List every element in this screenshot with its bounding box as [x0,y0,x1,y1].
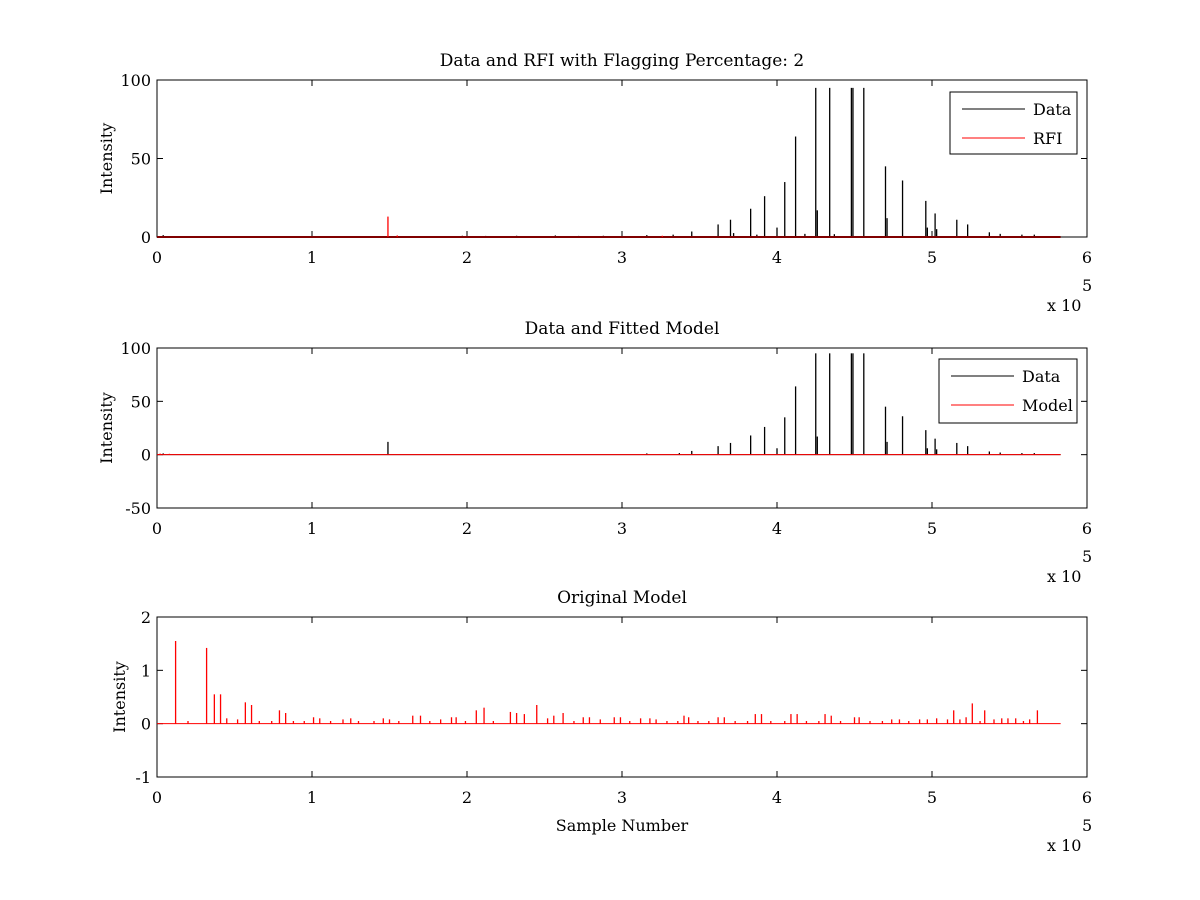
y-tick-label: 0 [141,446,151,465]
y-axis-label: Intensity [97,123,116,195]
x-multiplier-exponent: 5 [1082,547,1092,566]
legend-label: RFI [1033,129,1062,148]
x-multiplier: x 10 [1047,567,1081,586]
y-tick-label: 50 [131,392,151,411]
x-tick-label: 5 [927,248,937,267]
x-tick-label: 1 [307,248,317,267]
x-tick-label: 2 [462,248,472,267]
x-multiplier: x 10 [1047,836,1081,855]
x-tick-label: 1 [307,519,317,538]
x-tick-label: 4 [772,519,782,538]
series-model [157,453,1061,456]
x-tick-label: 6 [1082,519,1092,538]
legend-box [938,358,1078,424]
x-tick-label: 4 [772,248,782,267]
series-rfi [157,216,1061,238]
legend: Data RFI [949,91,1078,155]
series-model [157,641,1061,725]
chart-title: Data and RFI with Flagging Percentage: 2 [440,51,804,71]
x-multiplier-exponent: 5 [1082,816,1092,835]
chart-title: Data and Fitted Model [525,319,720,339]
y-tick-label: 100 [120,71,151,90]
legend-label: Data [1022,367,1061,386]
x-tick-label: 4 [772,788,782,807]
y-tick-label: -1 [135,768,151,787]
plot-frame [156,79,1088,238]
legend-box [949,91,1078,155]
chart-title: Original Model [557,588,687,608]
plot-frame [156,616,1088,778]
x-tick-label: 0 [152,788,162,807]
y-tick-label: 0 [141,228,151,247]
x-tick-label: 5 [927,788,937,807]
x-multiplier: x 10 [1047,296,1081,315]
x-tick-label: 2 [462,788,472,807]
y-tick-label: 50 [131,150,151,169]
x-tick-label: 6 [1082,248,1092,267]
x-tick-label: 5 [927,519,937,538]
x-tick-label: 0 [152,248,162,267]
y-tick-label: 2 [141,608,151,627]
y-tick-label: 0 [141,715,151,734]
y-tick-label: -50 [125,499,151,518]
y-axis-label: Intensity [110,661,129,733]
y-tick-label: 1 [141,661,151,680]
x-tick-label: 0 [152,519,162,538]
legend-label: Data [1033,100,1072,119]
x-tick-label: 6 [1082,788,1092,807]
x-axis-label: Sample Number [556,816,689,835]
x-tick-label: 1 [307,788,317,807]
y-tick-label: 100 [120,339,151,358]
legend-label: Model [1022,396,1073,415]
series-data [157,87,1061,238]
legend: Data Model [938,358,1078,424]
x-tick-label: 3 [617,248,627,267]
x-multiplier-exponent: 5 [1082,276,1092,295]
series-data [157,353,1061,456]
x-tick-label: 3 [617,788,627,807]
x-tick-label: 2 [462,519,472,538]
y-axis-label: Intensity [97,392,116,464]
x-tick-label: 3 [617,519,627,538]
